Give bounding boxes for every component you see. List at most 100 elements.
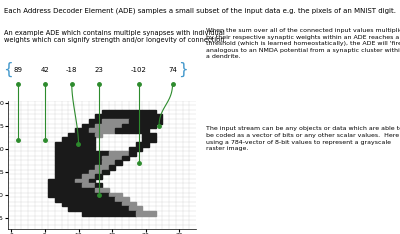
- Bar: [129, 119, 136, 124]
- Bar: [116, 151, 122, 156]
- Bar: [95, 133, 102, 137]
- Bar: [55, 156, 62, 160]
- Bar: [129, 110, 136, 114]
- Bar: [75, 202, 82, 206]
- Bar: [75, 188, 82, 193]
- Bar: [102, 124, 109, 128]
- Bar: [102, 151, 109, 156]
- Bar: [88, 193, 95, 197]
- Bar: [75, 133, 82, 137]
- Text: -102: -102: [131, 66, 147, 73]
- Bar: [109, 119, 116, 124]
- Bar: [48, 193, 55, 197]
- Bar: [109, 211, 116, 216]
- Bar: [149, 137, 156, 142]
- Bar: [95, 114, 102, 119]
- Text: 74: 74: [168, 66, 177, 73]
- Bar: [95, 188, 102, 193]
- Bar: [75, 170, 82, 174]
- Bar: [82, 142, 88, 146]
- Bar: [109, 110, 116, 114]
- Text: {: {: [3, 62, 13, 77]
- Bar: [68, 174, 75, 179]
- Bar: [116, 128, 122, 133]
- Bar: [129, 128, 136, 133]
- Text: When the sum over all of the connected input values multiplied
by their respecti: When the sum over all of the connected i…: [206, 28, 400, 59]
- Bar: [136, 124, 142, 128]
- Bar: [88, 124, 95, 128]
- Bar: [82, 179, 88, 183]
- Bar: [136, 211, 142, 216]
- Bar: [75, 179, 82, 183]
- Bar: [55, 193, 62, 197]
- Bar: [88, 142, 95, 146]
- Bar: [142, 110, 149, 114]
- Bar: [82, 206, 88, 211]
- Bar: [116, 160, 122, 165]
- Bar: [62, 156, 68, 160]
- Bar: [82, 165, 88, 170]
- Bar: [122, 211, 129, 216]
- Bar: [55, 146, 62, 151]
- Bar: [142, 124, 149, 128]
- Bar: [88, 165, 95, 170]
- Bar: [75, 151, 82, 156]
- Bar: [55, 197, 62, 202]
- Bar: [62, 188, 68, 193]
- Bar: [116, 202, 122, 206]
- Bar: [109, 206, 116, 211]
- Bar: [129, 202, 136, 206]
- Bar: [122, 124, 129, 128]
- Bar: [95, 160, 102, 165]
- Bar: [75, 197, 82, 202]
- Bar: [149, 211, 156, 216]
- Bar: [68, 183, 75, 188]
- Bar: [68, 142, 75, 146]
- Bar: [122, 110, 129, 114]
- Bar: [129, 146, 136, 151]
- Bar: [136, 142, 142, 146]
- Text: }: }: [178, 62, 187, 77]
- Bar: [95, 170, 102, 174]
- Bar: [122, 119, 129, 124]
- Bar: [68, 151, 75, 156]
- Bar: [102, 110, 109, 114]
- Text: An example ADE which contains multiple synapses with individual
weights which ca: An example ADE which contains multiple s…: [4, 30, 227, 44]
- Bar: [95, 202, 102, 206]
- Bar: [109, 128, 116, 133]
- Bar: [129, 124, 136, 128]
- Bar: [102, 202, 109, 206]
- Bar: [142, 211, 149, 216]
- Bar: [75, 193, 82, 197]
- Bar: [109, 193, 116, 197]
- Bar: [116, 119, 122, 124]
- Bar: [68, 193, 75, 197]
- Bar: [82, 197, 88, 202]
- Bar: [68, 165, 75, 170]
- Bar: [68, 202, 75, 206]
- Bar: [95, 156, 102, 160]
- Bar: [88, 137, 95, 142]
- Bar: [102, 156, 109, 160]
- Bar: [95, 174, 102, 179]
- Bar: [68, 160, 75, 165]
- Bar: [102, 170, 109, 174]
- Bar: [116, 110, 122, 114]
- Bar: [142, 119, 149, 124]
- Bar: [62, 179, 68, 183]
- Bar: [88, 197, 95, 202]
- Bar: [149, 119, 156, 124]
- Bar: [102, 128, 109, 133]
- Bar: [88, 146, 95, 151]
- Text: -18: -18: [66, 66, 78, 73]
- Bar: [122, 197, 129, 202]
- Bar: [88, 128, 95, 133]
- Bar: [82, 183, 88, 188]
- Bar: [136, 146, 142, 151]
- Bar: [88, 151, 95, 156]
- Bar: [82, 188, 88, 193]
- Bar: [109, 114, 116, 119]
- Bar: [109, 151, 116, 156]
- Bar: [75, 183, 82, 188]
- Bar: [102, 165, 109, 170]
